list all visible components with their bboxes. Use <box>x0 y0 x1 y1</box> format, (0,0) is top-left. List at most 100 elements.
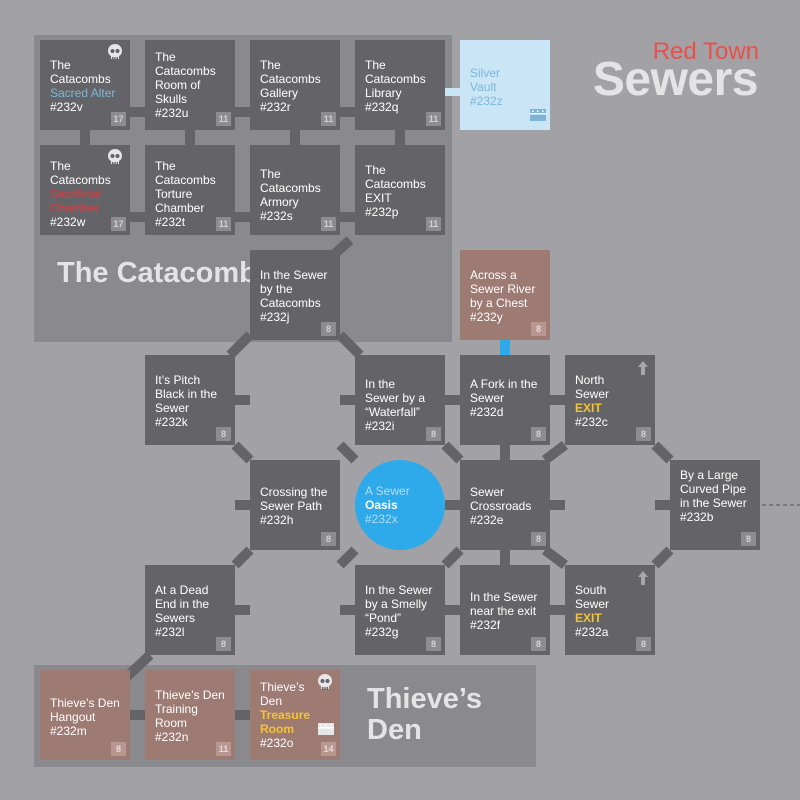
room-id: #232h <box>260 513 294 527</box>
room-level-badge: 8 <box>531 427 546 441</box>
room-name-line: Catacombs <box>260 181 321 195</box>
room-232m[interactable]: Thieve’s Den Hangout #232m 8 <box>40 670 130 760</box>
room-232b[interactable]: By a Large Curved Pipe in the Sewer #232b 8 <box>670 460 760 550</box>
room-232a[interactable]: South Sewer EXIT #232a 8 <box>565 565 655 655</box>
room-232j[interactable]: In the Sewer by the Catacombs #232j 8 <box>250 250 340 340</box>
room-highlight: EXIT <box>575 401 602 415</box>
room-id: #232w <box>50 215 86 229</box>
room-name-line: The <box>50 58 71 72</box>
room-name-line: Sewer <box>470 391 505 405</box>
room-name-line: By a Large <box>680 468 739 482</box>
room-name-line: near the exit <box>470 604 537 618</box>
room-level-badge: 17 <box>111 217 126 231</box>
room-232l[interactable]: At a Dead End in the Sewers #232l 8 <box>145 565 235 655</box>
map-title: Sewers <box>592 53 759 106</box>
room-232f[interactable]: In the Sewer near the exit #232f 8 <box>460 565 550 655</box>
room-level-badge: 8 <box>321 322 336 336</box>
room-name-line: A Sewer <box>365 484 410 498</box>
room-id: #232q <box>365 100 399 114</box>
room-id: #232i <box>365 419 395 433</box>
room-name-line: Library <box>365 86 402 100</box>
room-level-badge: 8 <box>636 637 651 651</box>
room-232k[interactable]: It’s Pitch Black in the Sewer #232k 8 <box>145 355 235 445</box>
room-232n[interactable]: Thieve’s Den Training Room #232n 11 <box>145 670 235 760</box>
room-232w[interactable]: The Catacombs Sacrificial Chamber #232w 17 <box>40 145 130 235</box>
room-232z[interactable]: Silver Vault #232z <box>460 40 550 130</box>
room-highlight: Treasure Room <box>260 708 311 736</box>
room-name-line: It’s Pitch <box>155 373 201 387</box>
corridors <box>80 107 674 720</box>
room-232g[interactable]: In the Sewer by a Smelly “Pond” #232g 8 <box>355 565 445 655</box>
room-id: #232o <box>260 736 294 750</box>
room-highlight: Oasis <box>365 498 398 512</box>
room-id: #232e <box>470 513 504 527</box>
room-name-line: North <box>575 373 605 387</box>
room-name-line: Thieve’s Den <box>155 688 225 702</box>
room-232v[interactable]: The Catacombs Sacred Alter #232v 17 <box>40 40 130 130</box>
room-name-line: Crossroads <box>470 499 532 513</box>
room-name-line: Hangout <box>50 710 96 724</box>
room-id: #232y <box>470 310 503 324</box>
room-name-line: Torture <box>155 187 193 201</box>
room-232s[interactable]: The Catacombs Armory #232s 11 <box>250 145 340 235</box>
room-name-line: Training <box>155 702 198 716</box>
room-232e[interactable]: Sewer Crossroads #232e 8 <box>460 460 550 550</box>
room-level-badge: 8 <box>426 427 441 441</box>
room-name-line: The <box>155 50 176 64</box>
room-232h[interactable]: Crossing the Sewer Path #232h 8 <box>250 460 340 550</box>
room-name-line: South <box>575 583 607 597</box>
room-name-line: Armory <box>260 195 299 209</box>
room-id: #232c <box>575 415 608 429</box>
exit-arrow-icon <box>638 571 648 588</box>
room-name-line: EXIT <box>365 191 392 205</box>
room-id: #232r <box>260 100 291 114</box>
room-232r[interactable]: The Catacombs Gallery #232r 11 <box>250 40 340 130</box>
room-id: #232v <box>50 100 83 114</box>
room-name-line: Thieve’s Den <box>50 696 120 710</box>
room-level-badge: 8 <box>426 637 441 651</box>
room-id: #232u <box>155 106 189 120</box>
room-name-line: Curved Pipe <box>680 482 747 496</box>
room-level-badge: 14 <box>321 742 336 756</box>
room-name-line: The <box>260 167 281 181</box>
room-232d[interactable]: A Fork in the Sewer #232d 8 <box>460 355 550 445</box>
skull-icon <box>318 674 332 694</box>
room-name-line: “Waterfall” <box>365 405 420 419</box>
room-232i[interactable]: In the Sewer by a “Waterfall” #232i 8 <box>355 355 445 445</box>
room-232o[interactable]: Thieve’s Den Treasure Room #232o 14 <box>250 670 340 760</box>
room-name-line: Across a <box>470 268 517 282</box>
room-232y[interactable]: Across a Sewer River by a Chest #232y 8 <box>460 250 550 340</box>
room-name-line: by the <box>260 282 293 296</box>
room-name-line: In the Sewer <box>365 583 433 597</box>
room-name-line: by a Chest <box>470 296 528 310</box>
room-name-line: Sewer <box>575 597 610 611</box>
room-id: #232z <box>470 94 503 108</box>
room-232q[interactable]: The Catacombs Library #232q 11 <box>355 40 445 130</box>
room-level-badge: 11 <box>426 112 441 126</box>
room-232c[interactable]: North Sewer EXIT #232c 8 <box>565 355 655 445</box>
room-232p[interactable]: The Catacombs EXIT #232p 11 <box>355 145 445 235</box>
room-level-badge: 11 <box>321 217 336 231</box>
room-232t[interactable]: The Catacombs Torture Chamber #232t 11 <box>145 145 235 235</box>
room-id: #232k <box>155 415 188 429</box>
room-id: #232p <box>365 205 399 219</box>
room-name-line: Den <box>260 694 283 708</box>
room-name-line: Gallery <box>260 86 299 100</box>
room-name-line: Sewer <box>470 485 505 499</box>
room-name-line: “Pond” <box>365 611 402 625</box>
room-highlight: Sacred Alter <box>50 86 116 100</box>
room-name-line: Crossing the <box>260 485 328 499</box>
room-name-line: Room <box>155 716 188 730</box>
room-name-line: Catacombs <box>50 173 111 187</box>
room-name-line: Skulls <box>155 92 188 106</box>
room-name-line: End in the <box>155 597 210 611</box>
room-name-line: In the <box>365 377 396 391</box>
room-id: #232m <box>50 724 87 738</box>
room-232x[interactable]: A Sewer Oasis #232x <box>355 460 445 550</box>
room-232u[interactable]: The Catacombs Room of Skulls #232u 11 <box>145 40 235 130</box>
room-name-line: by a Smelly <box>365 597 428 611</box>
room-name-line: Sewer Path <box>260 499 323 513</box>
room-name-line: In the Sewer <box>470 590 538 604</box>
room-id: #232l <box>155 625 185 639</box>
room-level-badge: 8 <box>531 532 546 546</box>
